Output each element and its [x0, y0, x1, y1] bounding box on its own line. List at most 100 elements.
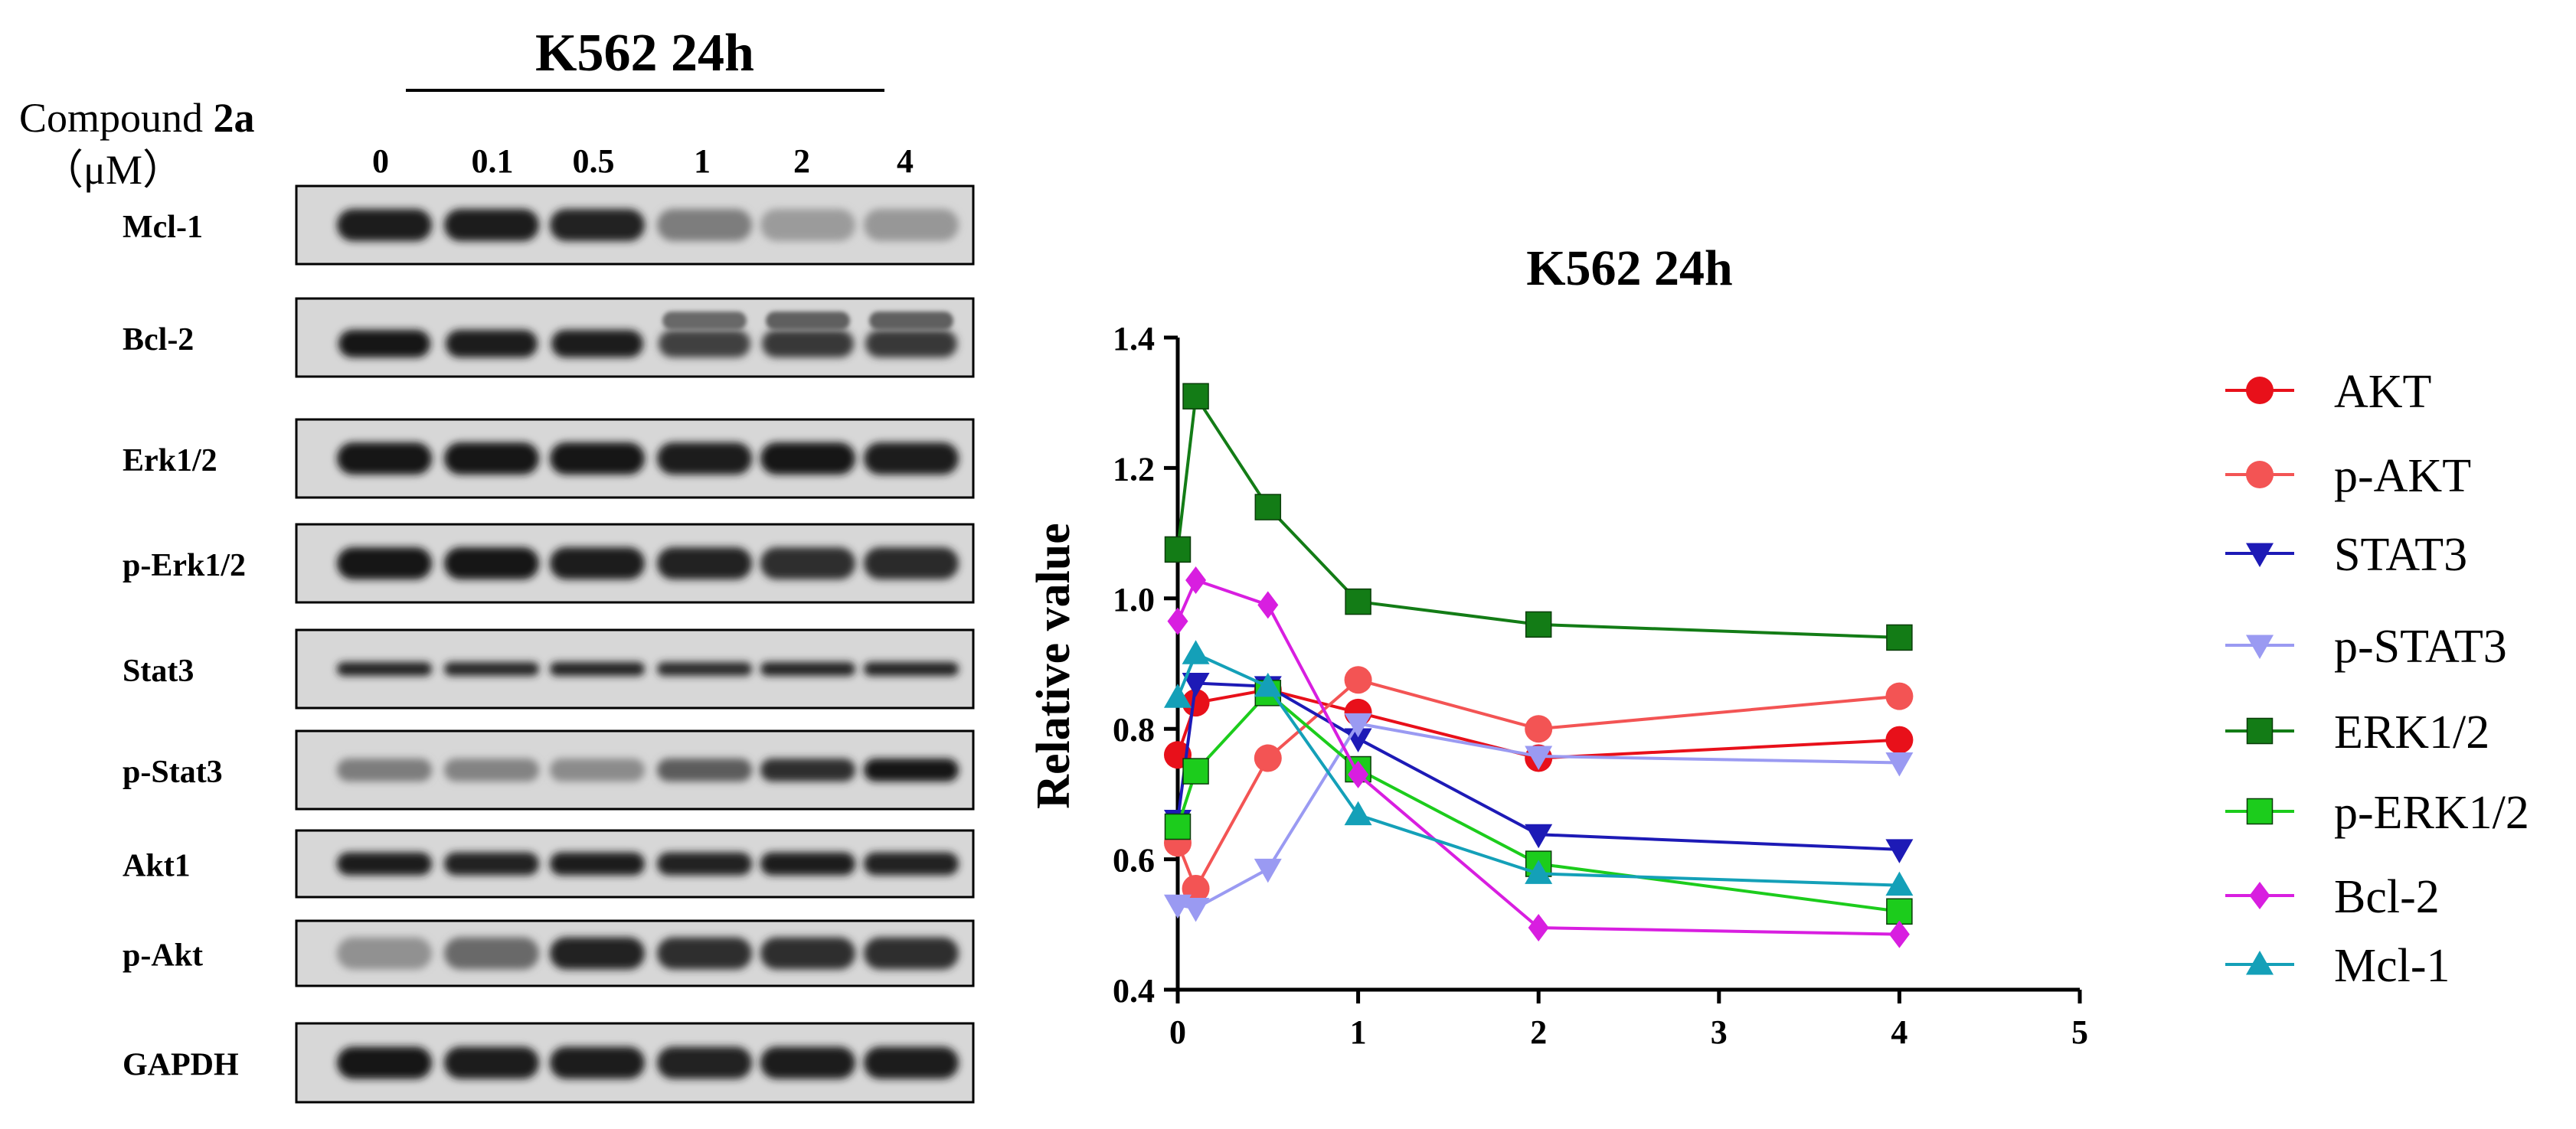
- data-point: [1182, 898, 1210, 922]
- blot-band: [337, 662, 432, 676]
- blot-band: [446, 330, 538, 357]
- data-point: [1885, 726, 1914, 754]
- blot-band: [657, 442, 752, 475]
- blot-row-label: Akt1: [123, 849, 191, 884]
- blot-band: [657, 1046, 752, 1079]
- data-point: [1254, 494, 1282, 520]
- data-point: [1182, 673, 1210, 697]
- legend-item-erk1-2: ERK1/2: [2225, 706, 2489, 759]
- data-point: [1182, 383, 1209, 410]
- legend-swatch-marker: [2246, 543, 2274, 567]
- blot-band: [337, 547, 432, 579]
- blot-band: [760, 442, 855, 475]
- blot-row-akt1: Akt1: [123, 829, 975, 899]
- data-point: [1257, 591, 1279, 619]
- blot-band: [864, 209, 959, 241]
- blot-band: [550, 1046, 645, 1079]
- blot-band: [337, 1046, 432, 1079]
- line-chart-panel: K562 24h Relative value 0.4 0.6 0.8 1.0 1.2 1…: [1028, 240, 2529, 1051]
- blot-band: [337, 759, 432, 781]
- blot-band-upper: [766, 312, 850, 330]
- data-point: [1885, 752, 1914, 777]
- series-bcl-2: [1167, 566, 1910, 948]
- series-erk1-2: [1164, 383, 1913, 651]
- compound-label: Compound 2a: [19, 95, 255, 141]
- data-point: [1888, 920, 1910, 948]
- blot-row-p-stat3: p-Stat3: [123, 729, 975, 811]
- x-tick-label: 4: [1891, 1013, 1907, 1051]
- blot-band: [337, 937, 432, 970]
- legend-item-p-stat3: p-STAT3: [2225, 621, 2507, 673]
- blot-band: [657, 662, 752, 676]
- legend-label: AKT: [2334, 366, 2431, 418]
- blot-band-upper: [662, 312, 747, 330]
- blot-band: [864, 547, 959, 579]
- compound-label-bold: 2a: [214, 95, 255, 141]
- blot-band: [864, 937, 959, 970]
- data-point: [1254, 672, 1282, 697]
- blot-band: [551, 330, 643, 357]
- legend-item-stat3: STAT3: [2225, 529, 2467, 581]
- data-point: [1344, 666, 1372, 694]
- legend-swatch-marker: [2246, 635, 2274, 659]
- data-point: [1525, 860, 1553, 884]
- chart-axes: 0.4 0.6 0.8 1.0 1.2 1.4 0 1 2 3 4 5: [1113, 320, 2088, 1051]
- blot-band: [657, 937, 752, 970]
- data-point: [1254, 858, 1282, 883]
- data-point: [1344, 801, 1372, 826]
- blot-header: K562 24h: [535, 24, 754, 83]
- blot-band: [760, 547, 855, 579]
- blot-band: [864, 1046, 959, 1079]
- series-mcl-1: [1164, 640, 1914, 896]
- y-tick-label: 1.4: [1113, 320, 1155, 357]
- data-point: [1886, 898, 1913, 925]
- blot-band: [337, 852, 432, 876]
- legend-item-p-erk1-2: p-ERK1/2: [2225, 787, 2529, 839]
- data-point: [1525, 746, 1553, 770]
- blot-row-label: Mcl-1: [123, 210, 203, 245]
- y-tick-label: 0.4: [1113, 972, 1155, 1010]
- blot-band: [864, 759, 959, 781]
- blot-band: [760, 937, 855, 970]
- legend-item-mcl-1: Mcl-1: [2225, 940, 2450, 992]
- concentration-label: 0: [372, 142, 389, 180]
- blot-band: [550, 662, 645, 676]
- blot-row-erk1-2: Erk1/2: [123, 418, 975, 499]
- data-point: [1182, 689, 1210, 717]
- blot-row-stat3: Stat3: [123, 628, 975, 710]
- legend-label: ERK1/2: [2334, 706, 2489, 759]
- legend-item-akt: AKT: [2225, 366, 2431, 418]
- chart-legend: AKT p-AKT STAT3 p-STAT3 ERK1/2 p-ERK1/2 Bcl-2 M…: [2225, 366, 2529, 992]
- blot-row-mcl-1: Mcl-1: [123, 184, 975, 266]
- blot-band: [444, 442, 539, 475]
- legend-swatch-marker: [2249, 882, 2270, 909]
- blot-band: [550, 442, 645, 475]
- y-tick-label: 0.8: [1113, 711, 1155, 749]
- blot-band: [760, 1046, 855, 1079]
- data-point: [1182, 640, 1210, 664]
- blot-band: [444, 1046, 539, 1079]
- data-point: [1525, 824, 1553, 849]
- concentration-label: 0.1: [472, 142, 514, 180]
- legend-swatch-marker: [2246, 798, 2274, 825]
- concentration-label: 2: [793, 142, 810, 180]
- data-point: [1182, 758, 1209, 785]
- series-line: [1176, 391, 1900, 639]
- blot-row-bcl-2: Bcl-2: [123, 297, 975, 378]
- blot-band: [865, 330, 957, 357]
- blot-band: [550, 547, 645, 579]
- blot-row-label: Stat3: [123, 654, 194, 689]
- blot-rows: Mcl-1 Bcl-2 Erk1/2 p-Erk1/2 Stat3 p-Stat3 Akt1…: [123, 184, 975, 1104]
- blot-band: [657, 759, 752, 781]
- x-tick-label: 1: [1350, 1013, 1367, 1051]
- y-tick-label: 1.2: [1113, 450, 1155, 488]
- legend-item-bcl-2: Bcl-2: [2225, 871, 2440, 923]
- x-tick-label: 2: [1530, 1013, 1547, 1051]
- concentration-label: 0.5: [573, 142, 615, 180]
- blot-band: [550, 937, 645, 970]
- data-point: [1885, 682, 1914, 710]
- blot-band: [657, 547, 752, 579]
- data-point: [1348, 760, 1369, 788]
- blot-band: [444, 209, 539, 241]
